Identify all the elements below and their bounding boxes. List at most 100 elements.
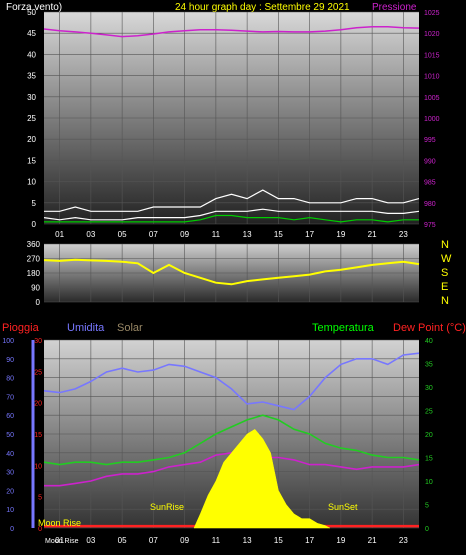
- y-left-tick: 15: [27, 156, 36, 165]
- humidity-tick: 10: [6, 507, 14, 514]
- gust-line: [44, 189, 420, 212]
- rain-tick: 5: [38, 495, 42, 502]
- y-left-tick: 5: [32, 199, 37, 208]
- solar-area: [193, 428, 331, 529]
- rain-label: Pioggia: [2, 322, 40, 334]
- rain-tick: 0: [38, 526, 42, 533]
- x-tick: 01: [55, 536, 64, 545]
- x-tick: 11: [212, 536, 221, 545]
- pressure-label: Pressione: [372, 2, 417, 13]
- x-tick: 05: [118, 230, 127, 239]
- y-right-tick: 1000: [424, 116, 440, 123]
- compass-letter: N: [441, 239, 449, 251]
- direction-tick: 0: [36, 298, 41, 307]
- chart-title: 24 hour graph day : Settembre 29 2021: [175, 2, 350, 13]
- y-right-tick: 980: [424, 201, 436, 208]
- rain-tick: 10: [34, 463, 42, 470]
- sunrise-label: SunRise: [150, 502, 184, 512]
- direction-tick: 180: [27, 269, 41, 278]
- rain-tick: 30: [34, 338, 42, 345]
- wind-grid: [44, 11, 419, 225]
- direction-tick: 360: [27, 240, 41, 249]
- y-left-tick: 25: [27, 114, 36, 123]
- x-tick: 15: [274, 536, 283, 545]
- y-right-tick: 1025: [424, 10, 440, 17]
- y-left-tick: 35: [27, 72, 36, 81]
- wind-series: [43, 26, 420, 223]
- x-tick: 23: [399, 536, 408, 545]
- rain-tick: 15: [34, 432, 42, 439]
- moonrise-label: Moon Rise: [38, 518, 81, 528]
- humidity-series: [43, 352, 420, 529]
- x-tick: 03: [86, 230, 95, 239]
- x-tick: 13: [243, 230, 252, 239]
- temperature-tick: 5: [425, 503, 429, 510]
- temperature-tick: 15: [425, 456, 433, 463]
- rain-tick: 20: [34, 401, 42, 408]
- humidity-tick: 100: [2, 338, 14, 345]
- y-left-tick: 40: [27, 50, 36, 59]
- temperature-tick: 40: [425, 338, 433, 345]
- y-right-tick: 1020: [424, 31, 440, 38]
- x-tick: 19: [336, 536, 345, 545]
- compass-letter: S: [441, 267, 448, 279]
- x-tick: 13: [243, 536, 252, 545]
- wind-axes: 0510152025303540455097598098599099510001…: [27, 8, 440, 239]
- pressure-line: [43, 26, 420, 38]
- y-left-tick: 0: [32, 220, 37, 229]
- x-tick: 05: [118, 536, 127, 545]
- humidity-label: Umidita: [67, 322, 105, 334]
- direction-axes: 0 90 180 270 360: [27, 240, 41, 307]
- x-tick: 07: [149, 230, 158, 239]
- wind-pressure-panel: 0510152025303540455097598098599099510001…: [27, 8, 440, 239]
- compass-letter: N: [441, 295, 449, 307]
- humidity-tick: 70: [6, 394, 14, 401]
- x-tick: 07: [149, 536, 158, 545]
- humidity-axes: 0102030405060708090100051015202530051015…: [2, 338, 433, 545]
- x-tick: 21: [368, 536, 377, 545]
- y-left-tick: 50: [27, 8, 36, 17]
- temperature-tick: 10: [425, 479, 433, 486]
- y-right-tick: 1005: [424, 95, 440, 102]
- x-tick: 19: [336, 230, 345, 239]
- y-right-tick: 985: [424, 180, 436, 187]
- temperature-tick: 25: [425, 409, 433, 416]
- temperature-tick: 35: [425, 362, 433, 369]
- temperature-line: [43, 414, 420, 466]
- direction-tick: 90: [31, 284, 40, 293]
- direction-series: [43, 258, 420, 286]
- rain-tick: 25: [34, 369, 42, 376]
- x-tick: 17: [305, 230, 314, 239]
- y-right-tick: 1015: [424, 52, 440, 59]
- y-right-tick: 975: [424, 222, 436, 229]
- x-tick: 15: [274, 230, 283, 239]
- wind-line: [43, 208, 420, 221]
- direction-grid: [44, 243, 419, 303]
- humidity-tick: 60: [6, 413, 14, 420]
- wind-panel-label: Forza vento): [6, 2, 62, 13]
- direction-tick: 270: [27, 255, 41, 264]
- dewpoint-label: Dew Point (°C): [393, 322, 466, 334]
- direction-line: [43, 258, 420, 286]
- y-left-tick: 10: [27, 178, 36, 187]
- x-tick: 21: [368, 230, 377, 239]
- y-right-tick: 995: [424, 137, 436, 144]
- y-right-tick: 1010: [424, 74, 440, 81]
- humidity-tick: 90: [6, 357, 14, 364]
- x-tick: 01: [55, 230, 64, 239]
- y-left-tick: 30: [27, 93, 36, 102]
- x-tick: 17: [305, 536, 314, 545]
- humidity-tick: 40: [6, 451, 14, 458]
- humidity-tick: 20: [6, 488, 14, 495]
- solar-label: Solar: [117, 322, 143, 334]
- sunset-label: SunSet: [328, 502, 358, 512]
- y-left-tick: 45: [27, 29, 36, 38]
- x-tick: 09: [180, 536, 189, 545]
- x-tick: 11: [212, 230, 221, 239]
- y-left-tick: 20: [27, 135, 36, 144]
- moon-rise-axis-label: Moon Rise: [45, 538, 79, 545]
- y-right-tick: 990: [424, 158, 436, 165]
